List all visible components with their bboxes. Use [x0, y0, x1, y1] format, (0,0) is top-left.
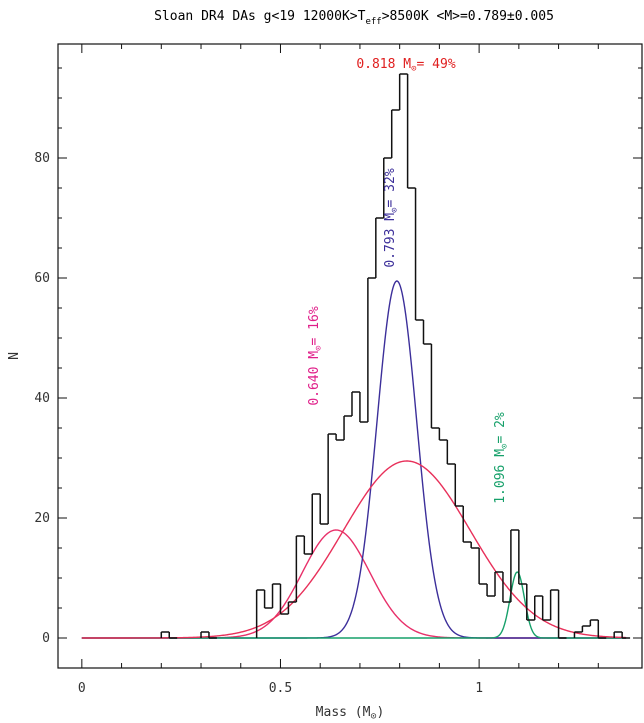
annotation-total-pre: 0.818 M [356, 57, 411, 72]
plot-frame [57, 43, 643, 669]
chart-title: Sloan DR4 DAs g<19 12000K>Teff>8500K <M>… [154, 9, 554, 27]
chart-title-post: >8500K <M>=0.789±0.005 [382, 9, 554, 24]
annotation-high-post: = 2% [493, 412, 508, 443]
annotation-low-pre: 0.640 M [307, 351, 322, 406]
x-tick-label: 0.5 [269, 681, 292, 696]
y-tick-label: 80 [34, 151, 50, 166]
gaussian-curve-gauss_main [81, 280, 627, 639]
histogram-layer [160, 73, 631, 639]
annotation-low-gaussian: 0.640 M⊙= 16% [307, 306, 324, 406]
annotation-main-pre: 0.793 M [383, 213, 398, 268]
annotation-main-gaussian: 0.793 M⊙= 32% [383, 168, 400, 268]
y-tick-label: 60 [34, 271, 50, 286]
gaussian-curves [81, 280, 627, 639]
annotation-low-sub: ⊙ [314, 345, 324, 350]
annotation-main-sub: ⊙ [390, 207, 400, 212]
annotation-total-post: = 49% [417, 57, 456, 72]
annotation-total-gaussian: 0.818 M⊙= 49% [356, 57, 456, 74]
chart-title-sub: eff [365, 17, 381, 27]
annotation-high-gaussian: 1.096 M⊙= 2% [493, 412, 510, 504]
annotation-high-pre: 1.096 M [493, 449, 508, 504]
y-axis-label: N [7, 352, 22, 360]
annotation-low-post: = 16% [307, 306, 322, 345]
gaussian-curve-total_gaussian [81, 460, 627, 639]
x-axis-label: Mass (M⊙) [316, 705, 385, 722]
x-tick-label: 0 [78, 681, 86, 696]
y-tick-label: 0 [42, 631, 50, 646]
x-tick-label: 1 [475, 681, 483, 696]
x-axis-label-pre: Mass (M [316, 705, 371, 720]
annotation-main-post: = 32% [383, 168, 398, 207]
x-axis-label-post: ) [377, 705, 385, 720]
annotation-total-sub: ⊙ [411, 64, 416, 74]
chart-title-pre: Sloan DR4 DAs g<19 12000K>T [154, 9, 365, 24]
y-tick-label: 40 [34, 391, 50, 406]
y-tick-label: 20 [34, 511, 50, 526]
annotation-high-sub: ⊙ [500, 444, 510, 449]
x-axis-label-sub: ⊙ [370, 711, 376, 722]
axis-ticks: 0 0.5 1 0 20 40 60 80 [34, 44, 642, 696]
